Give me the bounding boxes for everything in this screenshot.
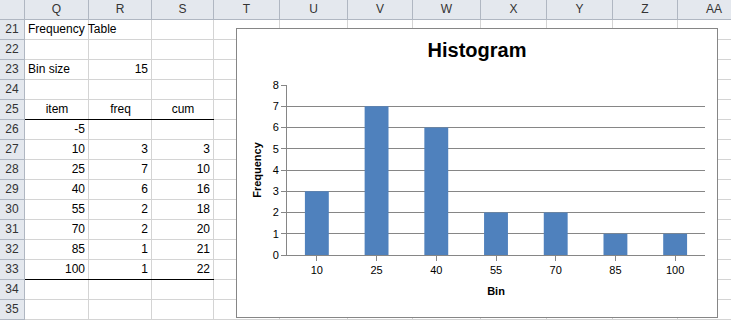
html-text:10: 10 [196,162,210,176]
html-text:27: 27 [5,142,19,156]
html-text:3: 3 [141,142,148,156]
svg-text:5: 5 [273,143,279,155]
html-text:32: 32 [5,242,19,256]
html-text:85: 85 [71,242,85,256]
html-text:23: 23 [5,62,19,76]
html-text:7: 7 [141,162,148,176]
html-text:W: W [440,2,453,16]
html-text:10: 10 [71,142,85,156]
svg-text:Frequency: Frequency [251,141,263,198]
svg-text:6: 6 [273,121,279,133]
svg-text:85: 85 [609,264,621,276]
html-text:Y: Y [575,2,584,16]
svg-text:1: 1 [273,228,279,240]
svg-text:Bin: Bin [487,285,505,297]
html-text:22: 22 [5,42,19,56]
html-text:Q: Q [51,2,62,16]
html-text:100: 100 [65,262,85,276]
html-text:R: R [115,2,125,16]
svg-text:55: 55 [490,264,502,276]
html-text:21: 21 [196,242,210,256]
html-text:21: 21 [5,22,19,36]
html-text:40: 40 [71,182,85,196]
html-text:2: 2 [141,202,148,216]
html-text:6: 6 [141,182,148,196]
html-text:cum: cum [171,102,195,116]
html-text:22: 22 [196,262,210,276]
html-text:25: 25 [5,102,19,116]
svg-text:Histogram: Histogram [428,39,527,61]
html-text:29: 29 [5,182,19,196]
html-text:freq: freq [110,102,131,116]
html-text:20: 20 [196,222,210,236]
html-text:25: 25 [71,162,85,176]
svg-text:70: 70 [550,264,562,276]
html-text:Frequency Table: Frequency Table [28,22,117,36]
html-text:S: S [178,2,187,16]
html-text:U: U [309,2,318,16]
svg-text:8: 8 [273,79,279,91]
svg-text:7: 7 [273,100,279,112]
svg-text:4: 4 [273,164,279,176]
html-text:34: 34 [5,282,19,296]
html-text:item: item [45,102,69,116]
html-text:Bin size: Bin size [28,62,70,76]
svg-text:100: 100 [666,264,684,276]
html-text:26: 26 [5,122,19,136]
html-text:24: 24 [5,82,19,96]
svg-text:0: 0 [273,249,279,261]
svg-text:25: 25 [370,264,382,276]
html-text:-5: -5 [74,122,85,136]
html-text:28: 28 [5,162,19,176]
svg-text:40: 40 [430,264,442,276]
html-text:X: X [509,2,518,16]
html-text:3: 3 [203,142,210,156]
html-text:1: 1 [141,262,148,276]
html-text:31: 31 [5,222,19,236]
html-text:1: 1 [141,242,148,256]
html-text:33: 33 [5,262,19,276]
html-text:30: 30 [5,202,19,216]
svg-text:10: 10 [311,264,323,276]
svg-text:3: 3 [273,185,279,197]
html-text:35: 35 [5,302,19,316]
svg-text:2: 2 [273,206,279,218]
html-text:V: V [376,2,384,16]
html-text:55: 55 [71,202,85,216]
html-text:18: 18 [196,202,210,216]
html-text:AA: AA [706,2,722,16]
html-text:15: 15 [134,62,148,76]
html-text:16: 16 [196,182,210,196]
html-text:Z: Z [641,2,649,16]
html-text:T: T [242,2,251,16]
html-text:2: 2 [141,222,148,236]
html-text:70: 70 [71,222,85,236]
